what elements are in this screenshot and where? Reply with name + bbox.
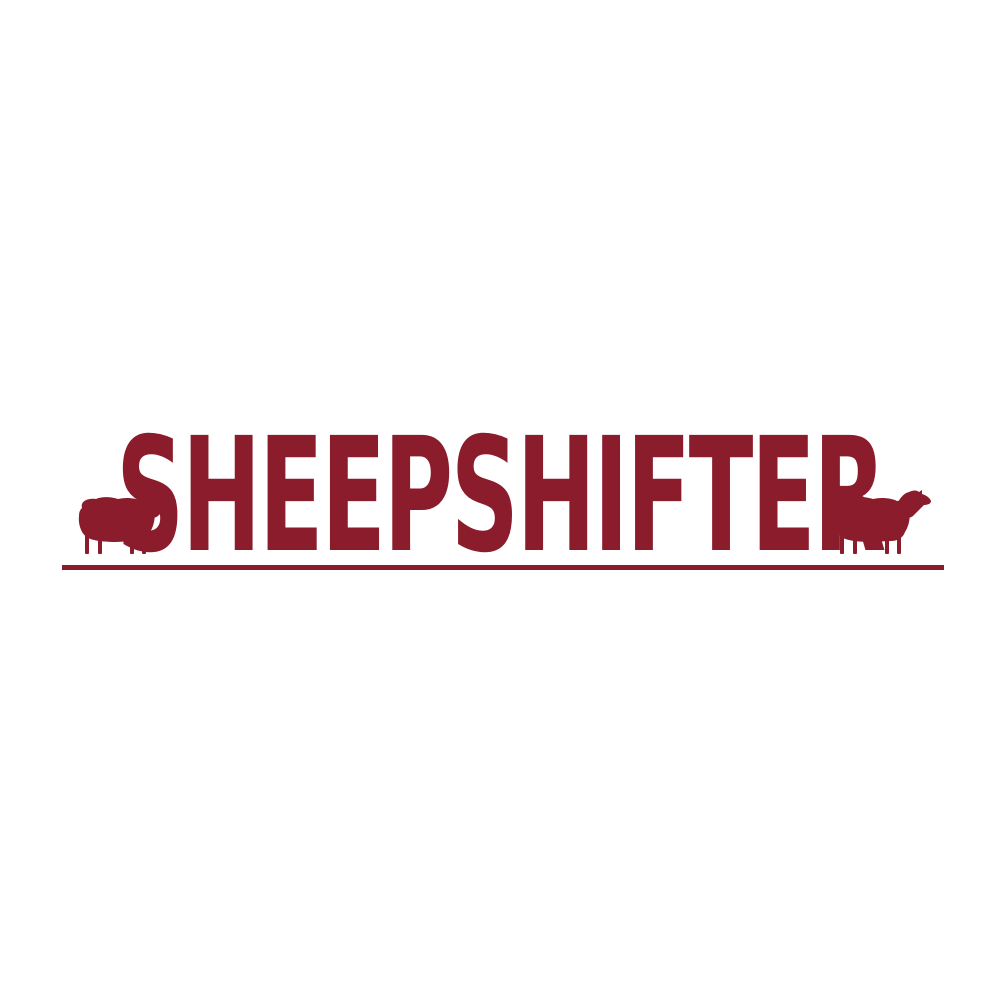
- right-sheep-icon: [833, 490, 931, 554]
- left-sheep-icon: [78, 490, 176, 554]
- underline-divider: [62, 565, 944, 570]
- brand-wordmark: SHEEPSHIFTER: [116, 404, 886, 588]
